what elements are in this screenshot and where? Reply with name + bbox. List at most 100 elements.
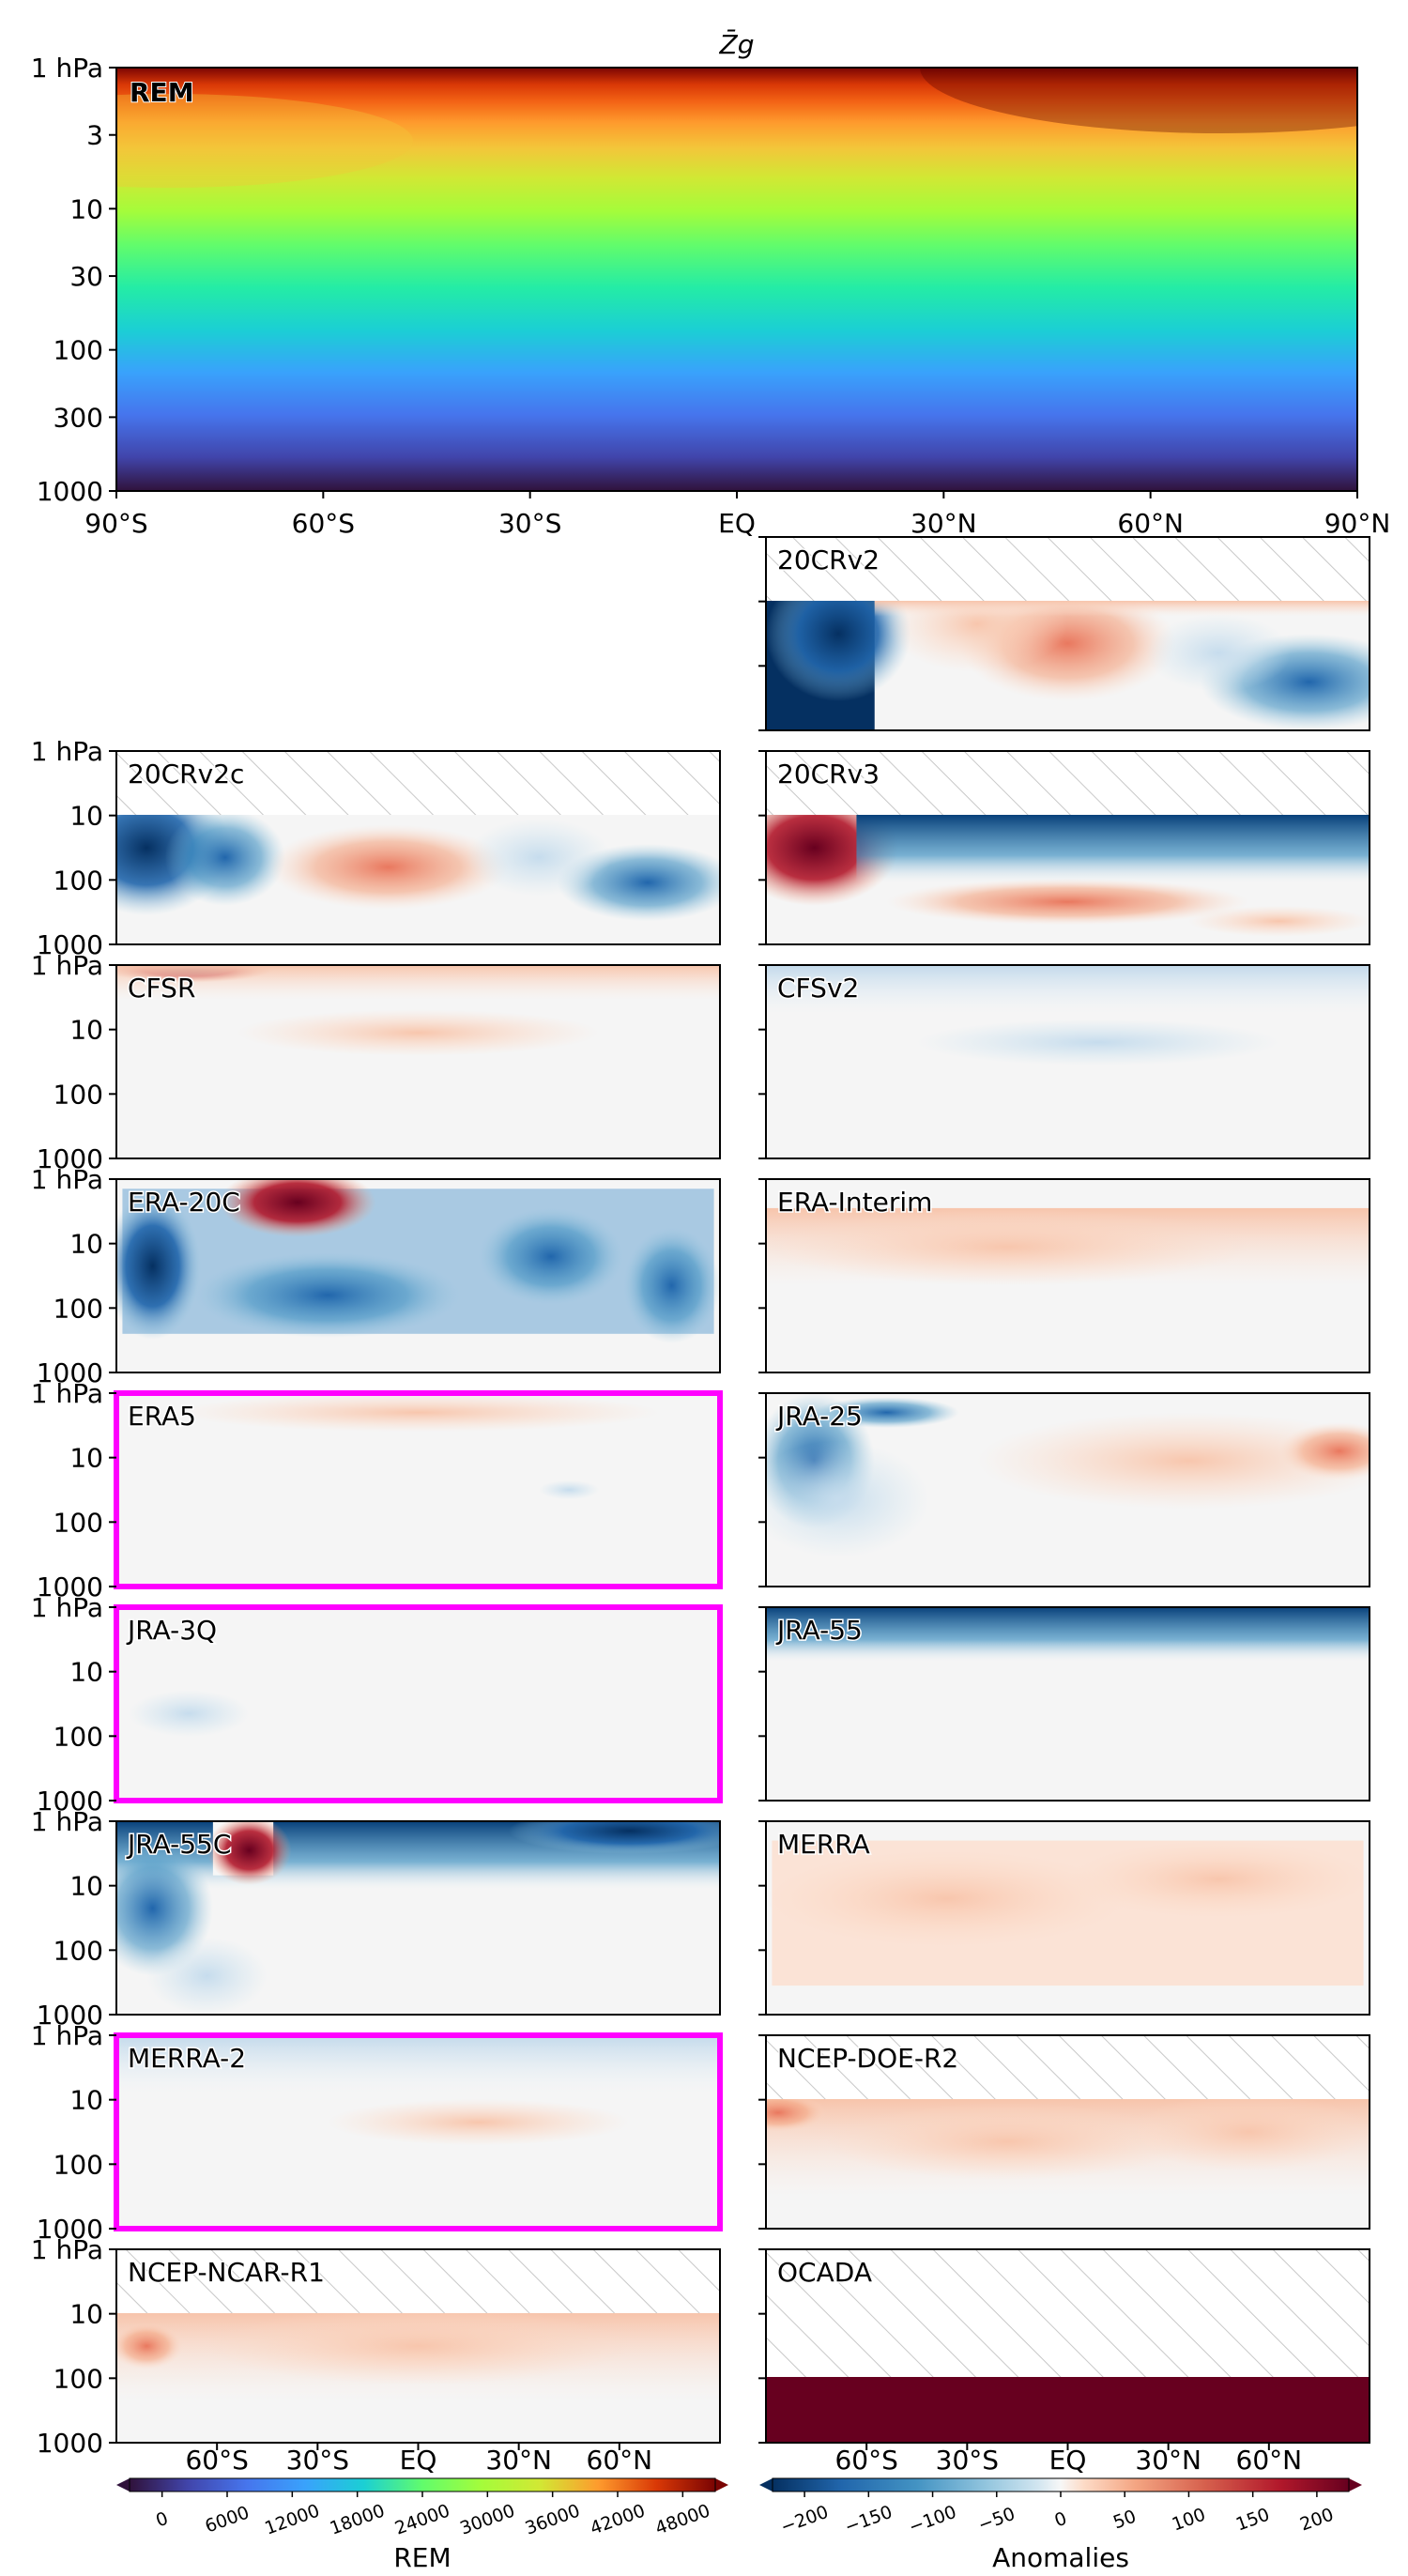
anomaly-feature: [917, 1020, 1279, 1066]
y-tick-label: 1 hPa: [31, 950, 103, 981]
x-tick-label: 60°S: [834, 2445, 897, 2476]
y-tick-label: 100: [54, 1507, 103, 1538]
anomaly-feature: [207, 2308, 629, 2384]
y-tick-label: 1 hPa: [31, 1592, 103, 1623]
y-tick-label: 100: [54, 865, 103, 896]
colorbar-tick-label: 0: [153, 2508, 171, 2532]
colorbar-tick-label: 12000: [262, 2500, 322, 2538]
panel-era-interim: ERA-Interim: [758, 1179, 1370, 1372]
anomaly-feature: [539, 1480, 599, 1500]
rem-x-tick-label: 60°N: [1117, 508, 1184, 539]
y-tick-label: 100: [54, 1293, 103, 1324]
anomaly-feature: [623, 1228, 720, 1344]
x-tick-label: 60°N: [587, 2445, 653, 2476]
x-tick-label: 30°N: [485, 2445, 552, 2476]
panel-label: OCADA: [777, 2257, 872, 2288]
colorbar-tick-label: 36000: [523, 2500, 583, 2538]
anomaly-feature: [176, 1393, 659, 1432]
rem-colorbar: 0 6000 12000 18000 24000 30000 36000 42000 48000…: [116, 2478, 728, 2573]
panel-era5: ERA51 hPa101001000: [31, 1378, 720, 1602]
colorbar-tick-label: 50: [1110, 2507, 1139, 2534]
rem-colorbar-min-arrow: [116, 2478, 130, 2492]
y-tick-label: 1 hPa: [31, 1378, 103, 1409]
anomaly-feature: [479, 1208, 623, 1305]
figure-title: Z̄g: [719, 28, 755, 60]
rem-x-tick-label: 30°S: [498, 508, 561, 539]
anomalies-colorbar: −200 −150 −100 −50 0 50 100 150 200 Anomalies: [759, 2478, 1362, 2573]
anomaly-feature: [766, 1208, 1248, 1285]
y-tick-label: 10: [69, 1443, 103, 1474]
anomaly-band: [116, 965, 720, 1000]
rem-x-tick-label: 60°S: [292, 508, 355, 539]
anomaly-feature: [111, 2323, 183, 2369]
x-tick-label: 30°N: [1135, 2445, 1201, 2476]
anomaly-feature: [509, 1808, 750, 1854]
rem-y-axis: 1 hPa310301003001000: [31, 53, 116, 507]
y-tick-label: 1 hPa: [31, 2020, 103, 2051]
x-tick-label: EQ: [1049, 2445, 1087, 2476]
bottom-x-axes: 60°S 30°S EQ 30°N 60°N 60°S 30°S EQ 30°N 60°N: [185, 2443, 1302, 2476]
rem-y-tick-label: 1 hPa: [31, 53, 103, 84]
panel-label: 20CRv2c: [128, 759, 244, 790]
colorbar-tick-label: 200: [1297, 2504, 1337, 2535]
anomaly-panels: 20CRv220CRv2c1 hPa10100100020CRv3CFSR1 h…: [31, 537, 1408, 2459]
panel-merra-2: MERRA-2 1 hPa 10 100 1000: [31, 2020, 720, 2245]
y-tick-label: 10: [69, 2085, 103, 2116]
panel-ncep-doe-r2: NCEP-DOE-R2: [729, 2035, 1370, 2229]
y-tick-label: 10: [69, 801, 103, 832]
rem-x-tick-label: EQ: [718, 508, 756, 539]
rem-colorbar-max-arrow: [715, 2478, 728, 2492]
anomaly-feature: [1128, 2093, 1370, 2170]
anomaly-field: [766, 2377, 1370, 2443]
anomaly-feature: [467, 819, 611, 896]
panel-label: CFSv2: [777, 973, 859, 1004]
panel-jra-55c: JRA-55C1 hPa101001000: [31, 1806, 750, 2031]
x-tick-label: 30°S: [936, 2445, 999, 2476]
anomaly-feature: [1068, 1841, 1370, 1918]
anomaly-feature: [328, 2099, 630, 2145]
panel-label: 20CRv3: [777, 759, 880, 790]
rem-colorbar-ticks: 0 6000 12000 18000 24000 30000 36000 42000 48000: [153, 2492, 712, 2539]
y-tick-label: 10: [69, 1871, 103, 1902]
colorbar-tick-label: −200: [778, 2502, 832, 2538]
panel-jra-55: JRA-55: [758, 1607, 1370, 1801]
colorbar-tick-label: 0: [1052, 2508, 1070, 2532]
colorbar-tick-label: 100: [1170, 2504, 1209, 2535]
anomaly-feature: [195, 1252, 461, 1338]
panel-ncep-ncar-r1: NCEP-NCAR-R1 1 hPa 10 100 1000: [31, 2234, 720, 2459]
anom-colorbar-min-arrow: [759, 2478, 773, 2492]
panel-label: NCEP-DOE-R2: [777, 2043, 958, 2074]
panel-era-20c: ERA-20C 1 hPa 10 100 1000: [31, 1164, 720, 1388]
panel-merra: MERRA: [758, 1821, 1370, 2015]
x-tick-label: EQ: [400, 2445, 437, 2476]
anomaly-band: [856, 815, 1370, 882]
anomaly-feature: [219, 1168, 375, 1237]
anom-colorbar-label: Anomalies: [992, 2542, 1129, 2573]
colorbar-tick-label: 18000: [328, 2500, 388, 2538]
colorbar-tick-label: 24000: [392, 2500, 452, 2538]
panel-jra-25: JRA-25: [748, 1393, 1400, 1587]
anomaly-feature: [164, 809, 285, 906]
rem-y-tick-label: 30: [69, 261, 103, 292]
y-tick-label: 10: [69, 1657, 103, 1688]
y-tick-label: 1 hPa: [31, 1164, 103, 1195]
panel-label: ERA5: [128, 1401, 196, 1432]
colorbar-tick-label: 48000: [652, 2500, 712, 2538]
colorbar-tick-label: −150: [842, 2502, 895, 2538]
panel-label: JRA-55: [775, 1615, 863, 1646]
panel-cfsv2: CFSv2: [758, 965, 1370, 1158]
panel-20crv2: 20CRv2: [758, 537, 1408, 730]
panel-label: JRA-55C: [126, 1829, 231, 1860]
colorbar-tick-label: 42000: [588, 2500, 648, 2538]
anom-colorbar-ticks: −200 −150 −100 −50 0 50 100 150 200: [778, 2492, 1337, 2538]
anomaly-feature: [146, 1938, 268, 2015]
panel-label: CFSR: [128, 973, 195, 1004]
y-tick-label: 1 hPa: [31, 1806, 103, 1837]
panel-label: MERRA-2: [128, 2043, 246, 2074]
rem-climatology-panel: REM 1 hPa 3 10 30 100 300 1000 90°S 60°S 30°S EQ 3…: [0, 2, 1408, 539]
rem-y-tick-label: 1000: [37, 476, 103, 507]
rem-colorbar-bar: [130, 2478, 715, 2492]
x-tick-label: 60°S: [185, 2445, 248, 2476]
y-tick-label: 1 hPa: [31, 736, 103, 767]
y-tick-label: 100: [54, 2149, 103, 2180]
